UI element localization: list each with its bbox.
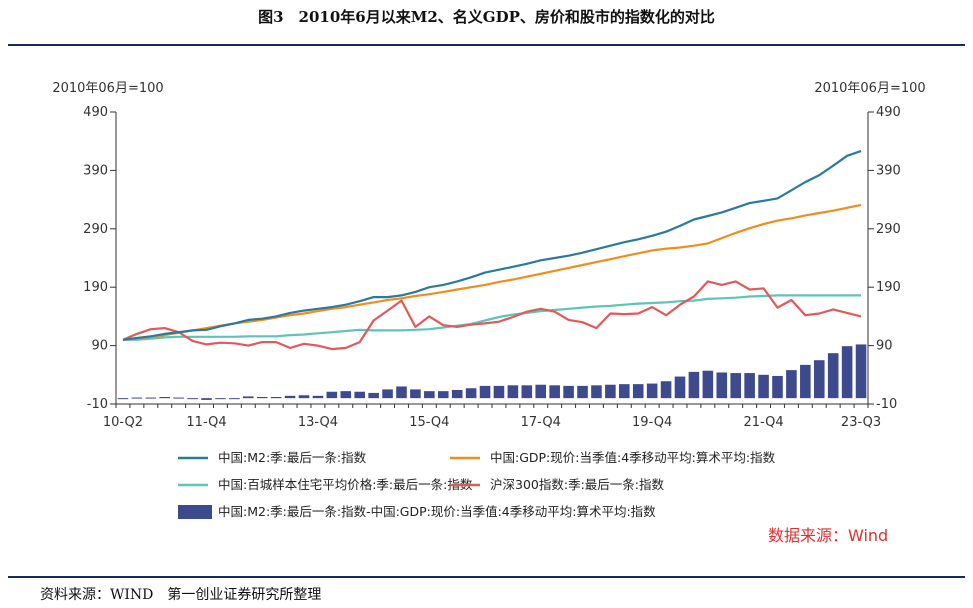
bar-m2-minus-gdp [396,386,407,399]
left-axis-unit: 2010年06月=100 [52,81,163,96]
bar-m2-minus-gdp [855,344,867,399]
line-house [123,294,861,341]
bar-m2-minus-gdp [437,391,449,399]
bar-m2-minus-gdp [326,391,338,399]
bar-m2-minus-gdp [465,388,477,399]
bar-m2-minus-gdp [521,385,533,399]
bar-m2-minus-gdp [549,385,560,399]
x-tick-label: 10-Q2 [103,415,143,430]
bar-series [117,344,867,400]
bar-m2-minus-gdp [424,391,435,399]
x-tick-label: 17-Q4 [521,415,561,430]
x-tick-label: 13-Q4 [298,415,338,430]
bar-m2-minus-gdp [215,398,226,400]
left-tick-label: 390 [83,163,108,178]
data-source-label: 数据来源：Wind [768,526,888,545]
legend-label-hs300: 沪深300指数:季:最后一条:指数 [490,477,664,492]
right-tick-label: 190 [876,280,901,295]
bar-m2-minus-gdp [368,392,379,399]
bar-m2-minus-gdp [312,395,324,399]
bar-m2-minus-gdp [451,389,463,399]
axes: -10 -10 90 90 190 190 290 290 390 390 490 490 10-Q2 1… [83,105,901,430]
x-tick-label: 21-Q4 [743,415,783,430]
legend-label-gdp: 中国:GDP:现价:当季值:4季移动平均:算术平均:指数 [490,450,776,465]
line-gdp [122,203,862,341]
x-tick-label: 11-Q4 [186,415,226,430]
bar-m2-minus-gdp [173,397,184,399]
source-note: 资料来源：WIND 第一创业证券研究所整理 [40,587,322,603]
bar-m2-minus-gdp [535,384,547,399]
bar-m2-minus-gdp [298,395,310,399]
bar-m2-minus-gdp [800,364,811,399]
bar-m2-minus-gdp [256,396,268,399]
legend: 中国:M2:季:最后一条:指数 中国:GDP:现价:当季值:4季移动平均:算术平均… [178,450,776,519]
bar-m2-minus-gdp [758,374,769,399]
bar-m2-minus-gdp [702,370,714,399]
chart-area: -10 -10 90 90 190 190 290 290 390 390 490 490 10-Q2 1… [52,81,925,545]
bar-m2-minus-gdp [619,384,630,399]
legend-label-m2: 中国:M2:季:最后一条:指数 [218,450,367,465]
bar-m2-minus-gdp [772,375,783,399]
bar-m2-minus-gdp [479,385,491,399]
x-tick-label: 15-Q4 [409,415,449,430]
bar-m2-minus-gdp [117,398,129,400]
bar-m2-minus-gdp [646,383,658,399]
bar-m2-minus-gdp [284,395,296,399]
bar-m2-minus-gdp [730,373,741,399]
bar-m2-minus-gdp [813,360,825,399]
left-tick-label: 90 [91,339,108,354]
line-series [122,150,862,351]
bar-m2-minus-gdp [744,373,755,399]
legend-swatch-diff [178,505,212,519]
bar-m2-minus-gdp [145,397,157,399]
line-m2 [122,150,862,341]
bar-m2-minus-gdp [591,385,602,399]
bar-m2-minus-gdp [786,370,797,399]
bar-m2-minus-gdp [632,384,644,399]
left-tick-label: 490 [83,105,108,120]
bar-m2-minus-gdp [131,397,143,399]
bar-m2-minus-gdp [382,389,393,399]
bar-m2-minus-gdp [660,381,672,399]
left-tick-label: -10 [87,397,108,412]
figure-title: 图3 2010年6月以来M2、名义GDP、房价和股市的指数化的对比 [258,8,715,26]
legend-label-diff: 中国:M2:季:最后一条:指数-中国:GDP:现价:当季值:4季移动平均:算术平… [218,504,656,519]
bar-m2-minus-gdp [243,396,254,399]
right-tick-label: 90 [876,339,893,354]
right-tick-label: 290 [876,222,901,237]
bar-m2-minus-gdp [354,391,365,399]
bar-m2-minus-gdp [507,385,519,399]
bar-m2-minus-gdp [340,391,352,399]
bar-m2-minus-gdp [159,396,171,399]
bar-m2-minus-gdp [563,385,574,399]
bar-m2-minus-gdp [605,384,616,399]
bar-m2-minus-gdp [270,396,282,399]
right-tick-label: -10 [876,397,897,412]
bar-m2-minus-gdp [201,398,212,400]
bar-m2-minus-gdp [688,371,700,399]
left-tick-label: 290 [83,222,108,237]
title-rule [8,44,965,46]
left-tick-label: 190 [83,280,108,295]
bar-m2-minus-gdp [827,353,839,399]
bar-m2-minus-gdp [674,376,686,399]
bar-m2-minus-gdp [410,389,421,399]
right-axis-unit: 2010年06月=100 [814,81,925,96]
bar-m2-minus-gdp [716,372,728,399]
bottom-rule [8,576,965,578]
right-tick-label: 490 [876,105,901,120]
line-hs300 [122,280,862,351]
bar-m2-minus-gdp [187,398,198,400]
bar-m2-minus-gdp [229,398,240,400]
x-tick-label: 23-Q3 [841,415,881,430]
bar-m2-minus-gdp [841,346,853,399]
bar-m2-minus-gdp [577,385,588,399]
right-tick-label: 390 [876,163,901,178]
x-tick-label: 19-Q4 [632,415,672,430]
legend-label-house: 中国:百城样本住宅平均价格:季:最后一条:指数 [218,477,473,492]
bar-m2-minus-gdp [493,385,505,399]
